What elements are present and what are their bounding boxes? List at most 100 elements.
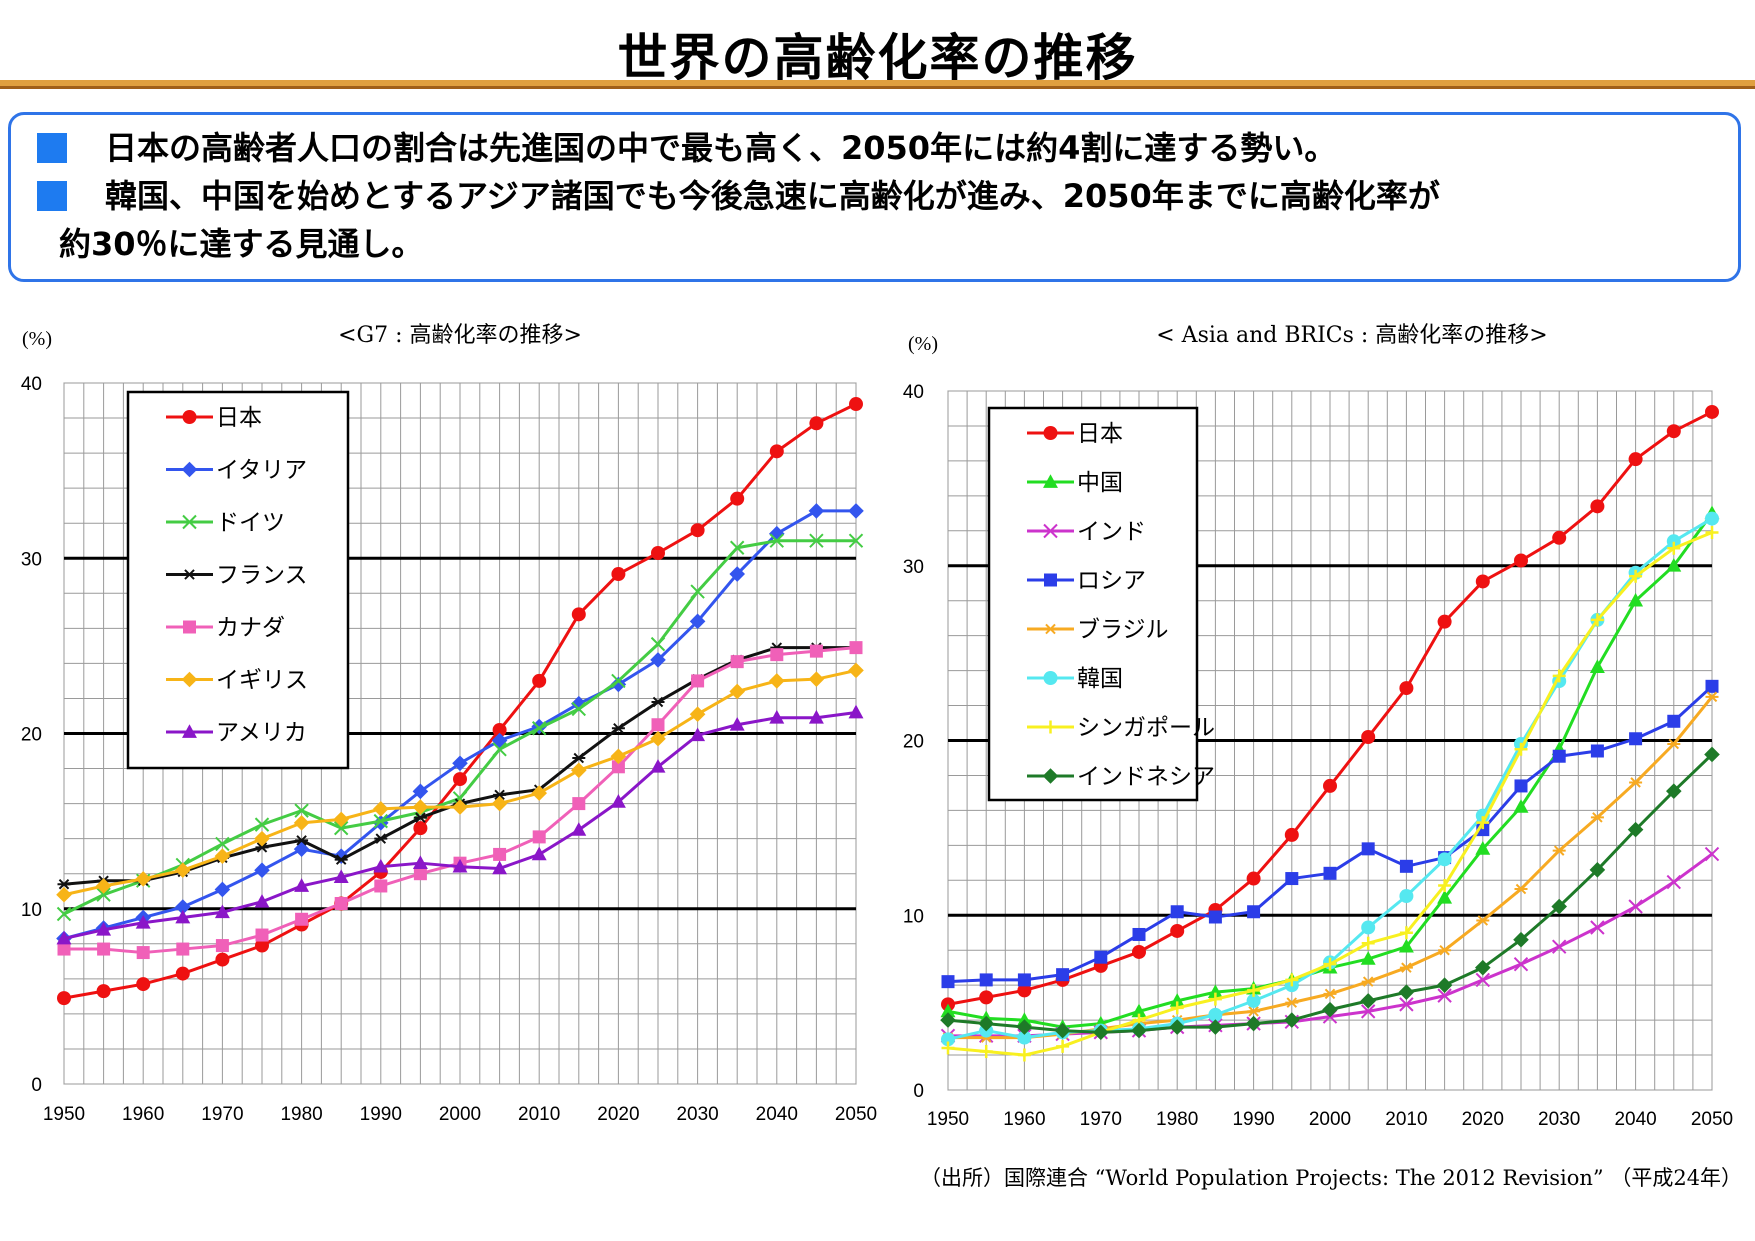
data-point (412, 799, 429, 815)
data-point (1322, 1001, 1338, 1018)
data-point (611, 673, 626, 689)
data-point (1093, 1024, 1109, 1041)
y-tick-label: 20 (21, 725, 42, 746)
data-point (610, 676, 627, 693)
square-bullet-icon (37, 133, 67, 163)
data-point (1170, 905, 1184, 919)
data-point (136, 946, 150, 960)
data-point (941, 1041, 955, 1055)
data-point (1361, 920, 1376, 935)
data-point (979, 990, 994, 1005)
series (57, 641, 863, 960)
data-point (1284, 1012, 1300, 1028)
data-point (294, 878, 310, 892)
data-point (770, 648, 784, 662)
data-point (175, 862, 191, 878)
data-point (940, 1012, 956, 1028)
data-point (453, 772, 467, 787)
data-point (1044, 573, 1057, 587)
legend-box (126, 390, 350, 770)
data-point (610, 794, 626, 808)
data-point (294, 803, 309, 818)
legend-label: アメリカ (216, 720, 307, 746)
data-point (373, 858, 389, 873)
summary-text-2a: 韓国、中国を始めとするアジア諸国でも今後急速に高齢化が進み、2050年までに高齢… (105, 177, 1440, 215)
data-point (413, 867, 427, 881)
legend-box (987, 406, 1199, 802)
data-point (650, 730, 666, 747)
data-point (691, 674, 705, 688)
data-point (135, 914, 151, 929)
x-tick-label: 2010 (518, 1104, 560, 1125)
data-point (1360, 951, 1376, 965)
data-point (412, 855, 428, 870)
data-point (1667, 738, 1681, 750)
data-point (572, 797, 586, 811)
data-point (1590, 613, 1604, 627)
data-point (254, 893, 270, 908)
data-point (690, 584, 705, 599)
data-point (182, 514, 197, 530)
x-tick-label: 1950 (43, 1104, 85, 1125)
data-point (1208, 992, 1222, 1006)
series (941, 679, 1719, 989)
x-tick-label: 2040 (1614, 1109, 1656, 1130)
data-point (611, 722, 625, 734)
data-point (941, 975, 955, 989)
data-point (1667, 714, 1681, 728)
data-point (1323, 988, 1337, 1000)
series (941, 526, 1719, 1062)
data-point (1360, 993, 1376, 1009)
summary-bullet-2: 韓国、中国を始めとするアジア諸国でも今後急速に高齢化が進み、2050年までに高齢… (37, 171, 1440, 217)
data-point (56, 886, 72, 903)
data-point (1704, 746, 1720, 763)
data-point (254, 817, 270, 832)
data-point (1436, 977, 1453, 993)
data-point (215, 952, 230, 967)
data-point (532, 830, 546, 844)
data-point (492, 742, 507, 757)
series (940, 746, 1720, 1041)
data-point (1017, 1030, 1032, 1045)
data-point (97, 942, 111, 956)
data-point (651, 718, 665, 732)
data-point (1513, 799, 1529, 813)
data-point (135, 871, 151, 887)
data-point (611, 760, 625, 774)
data-point (1284, 827, 1299, 842)
data-point (1666, 424, 1681, 439)
x-tick-label: 2050 (835, 1104, 877, 1125)
data-point (1246, 871, 1261, 886)
data-point (571, 762, 587, 779)
page-title: 世界の高齢化率の推移 (617, 29, 1138, 87)
data-point (1360, 1004, 1376, 1019)
data-point (1131, 1003, 1147, 1018)
x-tick-label: 2030 (676, 1104, 718, 1125)
data-point (1208, 1007, 1223, 1022)
data-point (1551, 939, 1567, 954)
data-point (848, 704, 864, 719)
data-point (689, 706, 706, 723)
data-point (1704, 846, 1720, 862)
data-point (729, 540, 745, 555)
data-point (214, 904, 230, 919)
data-point (1132, 927, 1146, 941)
data-point (492, 722, 507, 737)
square-bullet-icon (37, 181, 67, 211)
data-point (255, 842, 269, 853)
data-point (1285, 973, 1299, 987)
data-point (1629, 569, 1643, 583)
data-point (1323, 866, 1337, 880)
data-point (183, 569, 196, 580)
data-point (374, 879, 388, 893)
data-point (571, 822, 587, 836)
data-point (650, 652, 666, 668)
data-point (979, 973, 993, 987)
data-point (295, 912, 309, 926)
data-point (293, 815, 310, 831)
title-divider (0, 80, 1755, 89)
data-point (1361, 842, 1375, 856)
data-point (136, 977, 151, 992)
data-point (254, 830, 270, 847)
